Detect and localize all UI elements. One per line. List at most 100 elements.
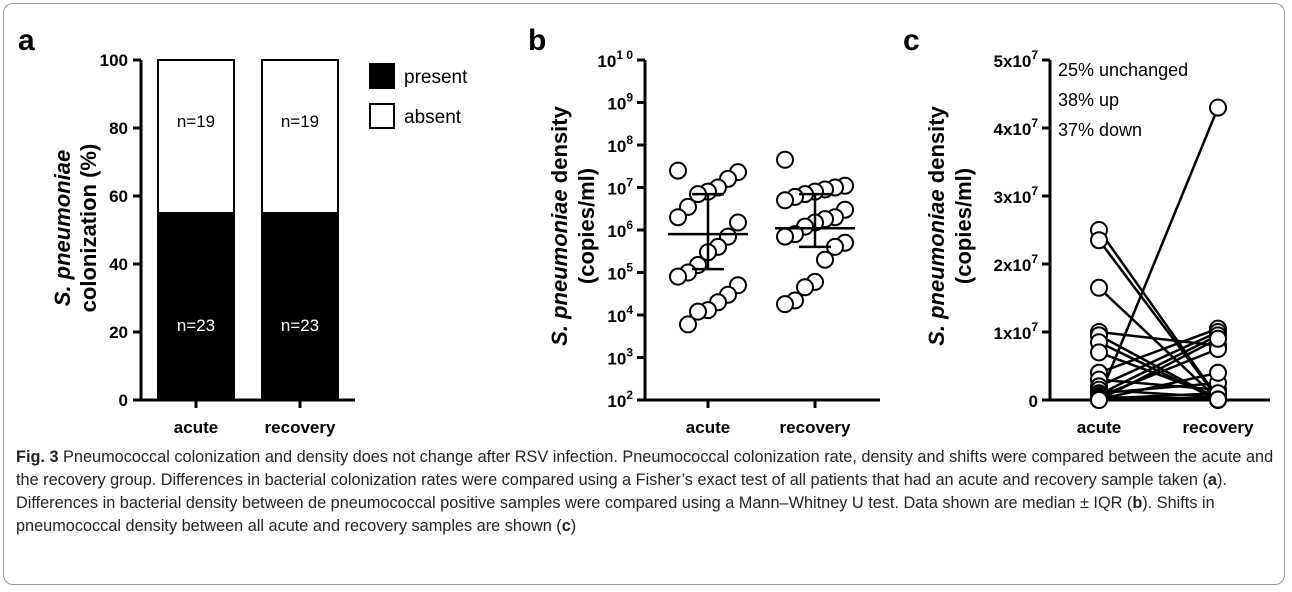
pair-line — [1097, 229, 1220, 399]
panel-c-label: c — [903, 24, 920, 57]
y-tick-label: 20 — [109, 323, 128, 342]
bar-present — [157, 212, 235, 401]
data-point — [729, 213, 747, 232]
pair-line — [1097, 107, 1220, 399]
panel-a-bars: n=23 n=19 n=23 n=19 — [157, 59, 339, 401]
data-point-acute — [1090, 343, 1108, 362]
data-point-recovery — [1209, 98, 1227, 117]
bar-data-label: n=19 — [281, 112, 319, 131]
y-tick-label: 0 — [119, 391, 128, 410]
panel-c-ylabel-italic: S. pneumoniae — [924, 189, 949, 345]
annotation-unchanged: 25% unchanged — [1058, 60, 1188, 80]
y-tick-label: 101 0 — [597, 48, 633, 71]
data-point-recovery — [1209, 329, 1227, 348]
panel-b-ylabel-line2: (copies/ml) — [574, 168, 599, 284]
pair-line — [1098, 239, 1219, 400]
legend-label-present: present — [404, 67, 468, 88]
y-tick-label: 4x107 — [993, 116, 1038, 139]
data-point — [776, 150, 794, 169]
panel-a-legend: present absent — [369, 63, 468, 129]
y-tick-label: 80 — [109, 119, 128, 138]
legend-label-absent: absent — [404, 107, 462, 128]
panel-a-ylabel-line2: colonization (%) — [76, 144, 101, 313]
pair-line — [1098, 371, 1219, 401]
bar-absent — [157, 59, 235, 214]
caption-ref-a: a — [1207, 471, 1217, 489]
data-point — [679, 315, 697, 334]
legend-swatch-absent — [369, 103, 395, 129]
data-point-recovery — [1209, 390, 1227, 409]
bar-data-label: n=19 — [177, 112, 215, 131]
y-tick-label: 5x107 — [993, 48, 1038, 71]
y-tick-label: 105 — [607, 261, 633, 284]
data-point — [776, 227, 794, 246]
x-tick-label: acute — [686, 418, 730, 437]
pair-line — [1098, 391, 1219, 400]
data-point — [796, 278, 814, 297]
caption-ref-b: b — [1132, 494, 1143, 512]
data-point — [669, 161, 687, 180]
panel-a-axes: 0 20 40 60 80 100 acute recovery — [100, 51, 355, 437]
x-tick-label: recovery — [1183, 418, 1254, 437]
figure-frame — [3, 3, 1285, 585]
panel-b-ylabel-rest: density — [547, 105, 572, 189]
data-point-acute — [1090, 391, 1108, 409]
figure-caption: Fig. 3 Pneumococcal colonization and den… — [16, 446, 1278, 538]
panel-c-points — [1090, 98, 1227, 409]
pair-line — [1098, 330, 1219, 388]
pair-line — [1098, 337, 1219, 402]
data-point-recovery — [1209, 363, 1227, 382]
y-tick-label: 103 — [607, 346, 633, 369]
panel-b: b S. pneumoniae density (copies/ml) 1021… — [528, 24, 880, 437]
caption-mid2: ). Shifts in pneumococcal density betwee… — [16, 494, 1215, 535]
data-point — [669, 267, 687, 286]
bar-present — [261, 212, 339, 401]
y-tick-label: 100 — [100, 51, 128, 70]
caption-mid1: ). Differences in bacterial density betw… — [16, 471, 1227, 512]
y-tick-label: 40 — [109, 255, 128, 274]
x-tick-label: recovery — [265, 418, 336, 437]
caption-lead: Pneumococcal colonization and density do… — [16, 448, 1274, 489]
panel-a-label: a — [18, 24, 35, 57]
x-tick-label: recovery — [780, 418, 851, 437]
pair-line — [1098, 381, 1219, 395]
x-tick-label: acute — [174, 418, 218, 437]
panel-b-axes: 102 103 104 105 106 107 108 109 101 0 acute recove… — [597, 48, 880, 437]
caption-ref-c: c — [561, 517, 571, 535]
panel-c-lines — [1097, 107, 1220, 402]
panel-a-ylabel-italic: S. pneumoniae — [50, 150, 75, 306]
panel-a-ylabel: S. pneumoniae — [50, 150, 75, 306]
panel-c-ylabel: S. pneumoniae density — [924, 105, 949, 345]
y-tick-label: 60 — [109, 187, 128, 206]
y-tick-label: 108 — [607, 133, 633, 156]
y-tick-label: 109 — [607, 91, 633, 114]
annotation-up: 38% up — [1058, 90, 1119, 110]
caption-end: ) — [570, 517, 577, 535]
data-point — [776, 295, 794, 314]
pair-line — [1098, 327, 1219, 374]
bar-data-label: n=23 — [281, 316, 319, 335]
data-point — [689, 302, 707, 321]
pair-line — [1098, 378, 1219, 392]
data-point-acute — [1090, 278, 1108, 297]
data-point — [816, 250, 834, 269]
panel-b-points — [668, 150, 855, 334]
y-tick-label: 1x107 — [993, 320, 1038, 343]
y-tick-label: 106 — [607, 218, 633, 241]
pair-line — [1098, 330, 1219, 347]
y-tick-label: 2x107 — [993, 252, 1038, 275]
panel-c: c S. pneumoniae density (copies/ml) 25% … — [903, 24, 1270, 437]
bar-absent — [261, 59, 339, 214]
panel-c-ylabel-rest: density — [924, 105, 949, 189]
legend-swatch-present — [369, 63, 395, 89]
data-point — [776, 191, 794, 210]
x-tick-label: acute — [1077, 418, 1121, 437]
y-tick-label: 104 — [607, 303, 633, 326]
bar-data-label: n=23 — [177, 316, 215, 335]
caption-fig-label: Fig. 3 — [16, 448, 59, 466]
data-point-acute — [1090, 231, 1108, 250]
y-tick-label: 102 — [607, 388, 633, 411]
y-tick-label: 3x107 — [993, 184, 1038, 207]
y-tick-label: 107 — [607, 176, 633, 199]
pair-line — [1098, 334, 1219, 396]
